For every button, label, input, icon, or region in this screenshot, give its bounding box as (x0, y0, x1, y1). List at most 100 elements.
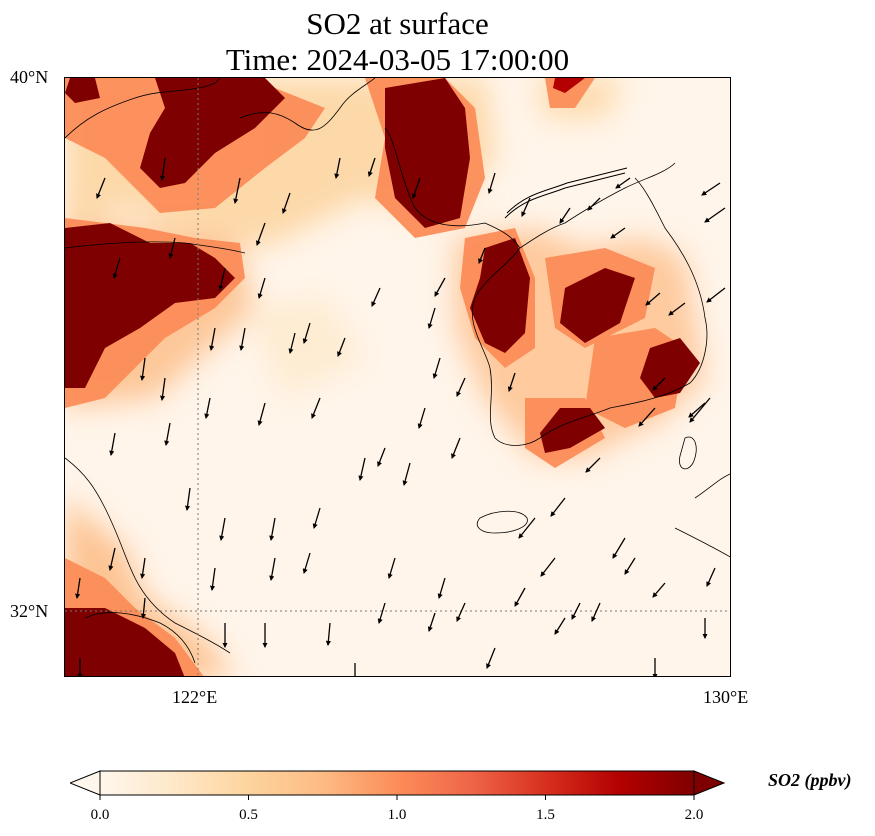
wind-arrow (585, 457, 601, 473)
lon-tick-label-122: 122°E (172, 687, 218, 707)
wind-arrow (514, 587, 526, 607)
wind-arrow (427, 612, 436, 632)
wind-arrow (456, 377, 466, 397)
wind-arrow (184, 487, 191, 512)
wind-arrow (521, 197, 531, 217)
wind-arrow (387, 557, 396, 579)
wind-arrow (612, 537, 626, 559)
wind-arrow (518, 517, 536, 539)
wind-arrow (645, 292, 661, 306)
wind-arrow (456, 602, 466, 622)
chart-title: SO2 at surface (306, 6, 489, 41)
wind-arrow (367, 157, 376, 177)
wind-arrow (559, 207, 571, 224)
wind-arrow (688, 402, 706, 418)
wind-arrow (168, 237, 176, 260)
colorbar-tick-1-5: 1.5 (536, 807, 555, 823)
wind-arrow (550, 497, 566, 517)
wind-arrow (311, 397, 321, 419)
so2-high (65, 78, 700, 676)
map-panel (64, 77, 731, 677)
wind-arrow (587, 197, 601, 211)
wind-arrow (257, 402, 266, 427)
wind-arrow (571, 602, 581, 620)
wind-arrow (652, 377, 666, 391)
wind-arrow (668, 302, 686, 316)
colorbar-title: SO2 (ppbv) (768, 770, 852, 790)
wind-arrow (209, 567, 216, 592)
wind-arrow (108, 547, 116, 572)
wind-arrow (486, 647, 496, 669)
so2-map (65, 78, 730, 676)
wind-arrow (411, 177, 421, 199)
wind-arrow (358, 457, 366, 482)
wind-arrow (652, 582, 666, 598)
wind-arrow (540, 557, 556, 577)
colorbar-tick-0-5: 0.5 (239, 807, 258, 823)
colorbar-tick-1: 1.0 (387, 807, 407, 823)
wind-arrow (218, 267, 226, 292)
wind-arrow (337, 337, 346, 357)
wind-arrow (312, 507, 321, 529)
wind-arrow (75, 577, 81, 600)
wind-arrow (334, 157, 341, 180)
wind-arrow (371, 287, 381, 307)
wind-arrow (706, 567, 716, 587)
lat-tick-label-40: 40°N (10, 67, 49, 87)
wind-arrow (204, 397, 211, 420)
wind-arrow (140, 557, 146, 580)
colorbar (70, 770, 726, 800)
wind-vectors (75, 157, 726, 676)
wind-arrow (624, 557, 636, 575)
wind-arrow (417, 407, 426, 429)
wind-arrow (507, 372, 516, 392)
wind-arrow (302, 322, 311, 344)
wind-arrow (140, 597, 147, 620)
wind-arrow (255, 222, 266, 246)
colorbar-max-extend (693, 770, 726, 796)
wind-arrow (434, 277, 446, 297)
wind-arrow (164, 422, 171, 447)
wind-arrow (288, 332, 296, 355)
wind-arrow (706, 287, 726, 303)
wind-arrow (554, 617, 566, 635)
colorbar-tick-2: 2.0 (684, 807, 704, 823)
wind-arrow (139, 357, 146, 382)
wind-arrow (281, 192, 291, 214)
wind-arrow (325, 622, 331, 647)
wind-arrow (269, 517, 276, 542)
colorbar-tick-0: 0.0 (90, 807, 110, 823)
wind-arrow (689, 397, 711, 423)
colorbar-gradient (99, 770, 695, 796)
borders (504, 167, 628, 219)
wind-arrow (269, 557, 276, 582)
wind-arrow (437, 577, 446, 599)
wind-arrow (610, 227, 626, 239)
wind-arrow (159, 157, 166, 182)
gridlines (65, 78, 730, 676)
wind-arrow (704, 207, 726, 223)
wind-arrow (615, 177, 631, 189)
wind-arrow (96, 177, 106, 199)
lon-tick-label-130: 130°E (703, 687, 749, 707)
wind-arrow (591, 602, 601, 622)
wind-arrow (377, 602, 386, 624)
colorbar-min-extend (70, 770, 101, 796)
wind-arrow (219, 517, 226, 542)
wind-arrow (701, 182, 721, 196)
wind-arrow (209, 327, 216, 352)
wind-arrow (239, 327, 246, 352)
wind-arrow (478, 247, 486, 264)
wind-arrow (638, 407, 656, 427)
lat-tick-label-32: 32°N (10, 601, 49, 621)
wind-arrow (377, 447, 386, 467)
wind-arrow (451, 437, 461, 459)
wind-arrow (427, 307, 436, 329)
wind-arrow (257, 277, 266, 299)
coastlines (65, 78, 730, 664)
wind-arrow (109, 432, 116, 457)
wind-arrow (159, 377, 166, 402)
wind-arrow (233, 177, 241, 205)
wind-arrow (487, 172, 496, 194)
wind-arrow (402, 462, 411, 487)
